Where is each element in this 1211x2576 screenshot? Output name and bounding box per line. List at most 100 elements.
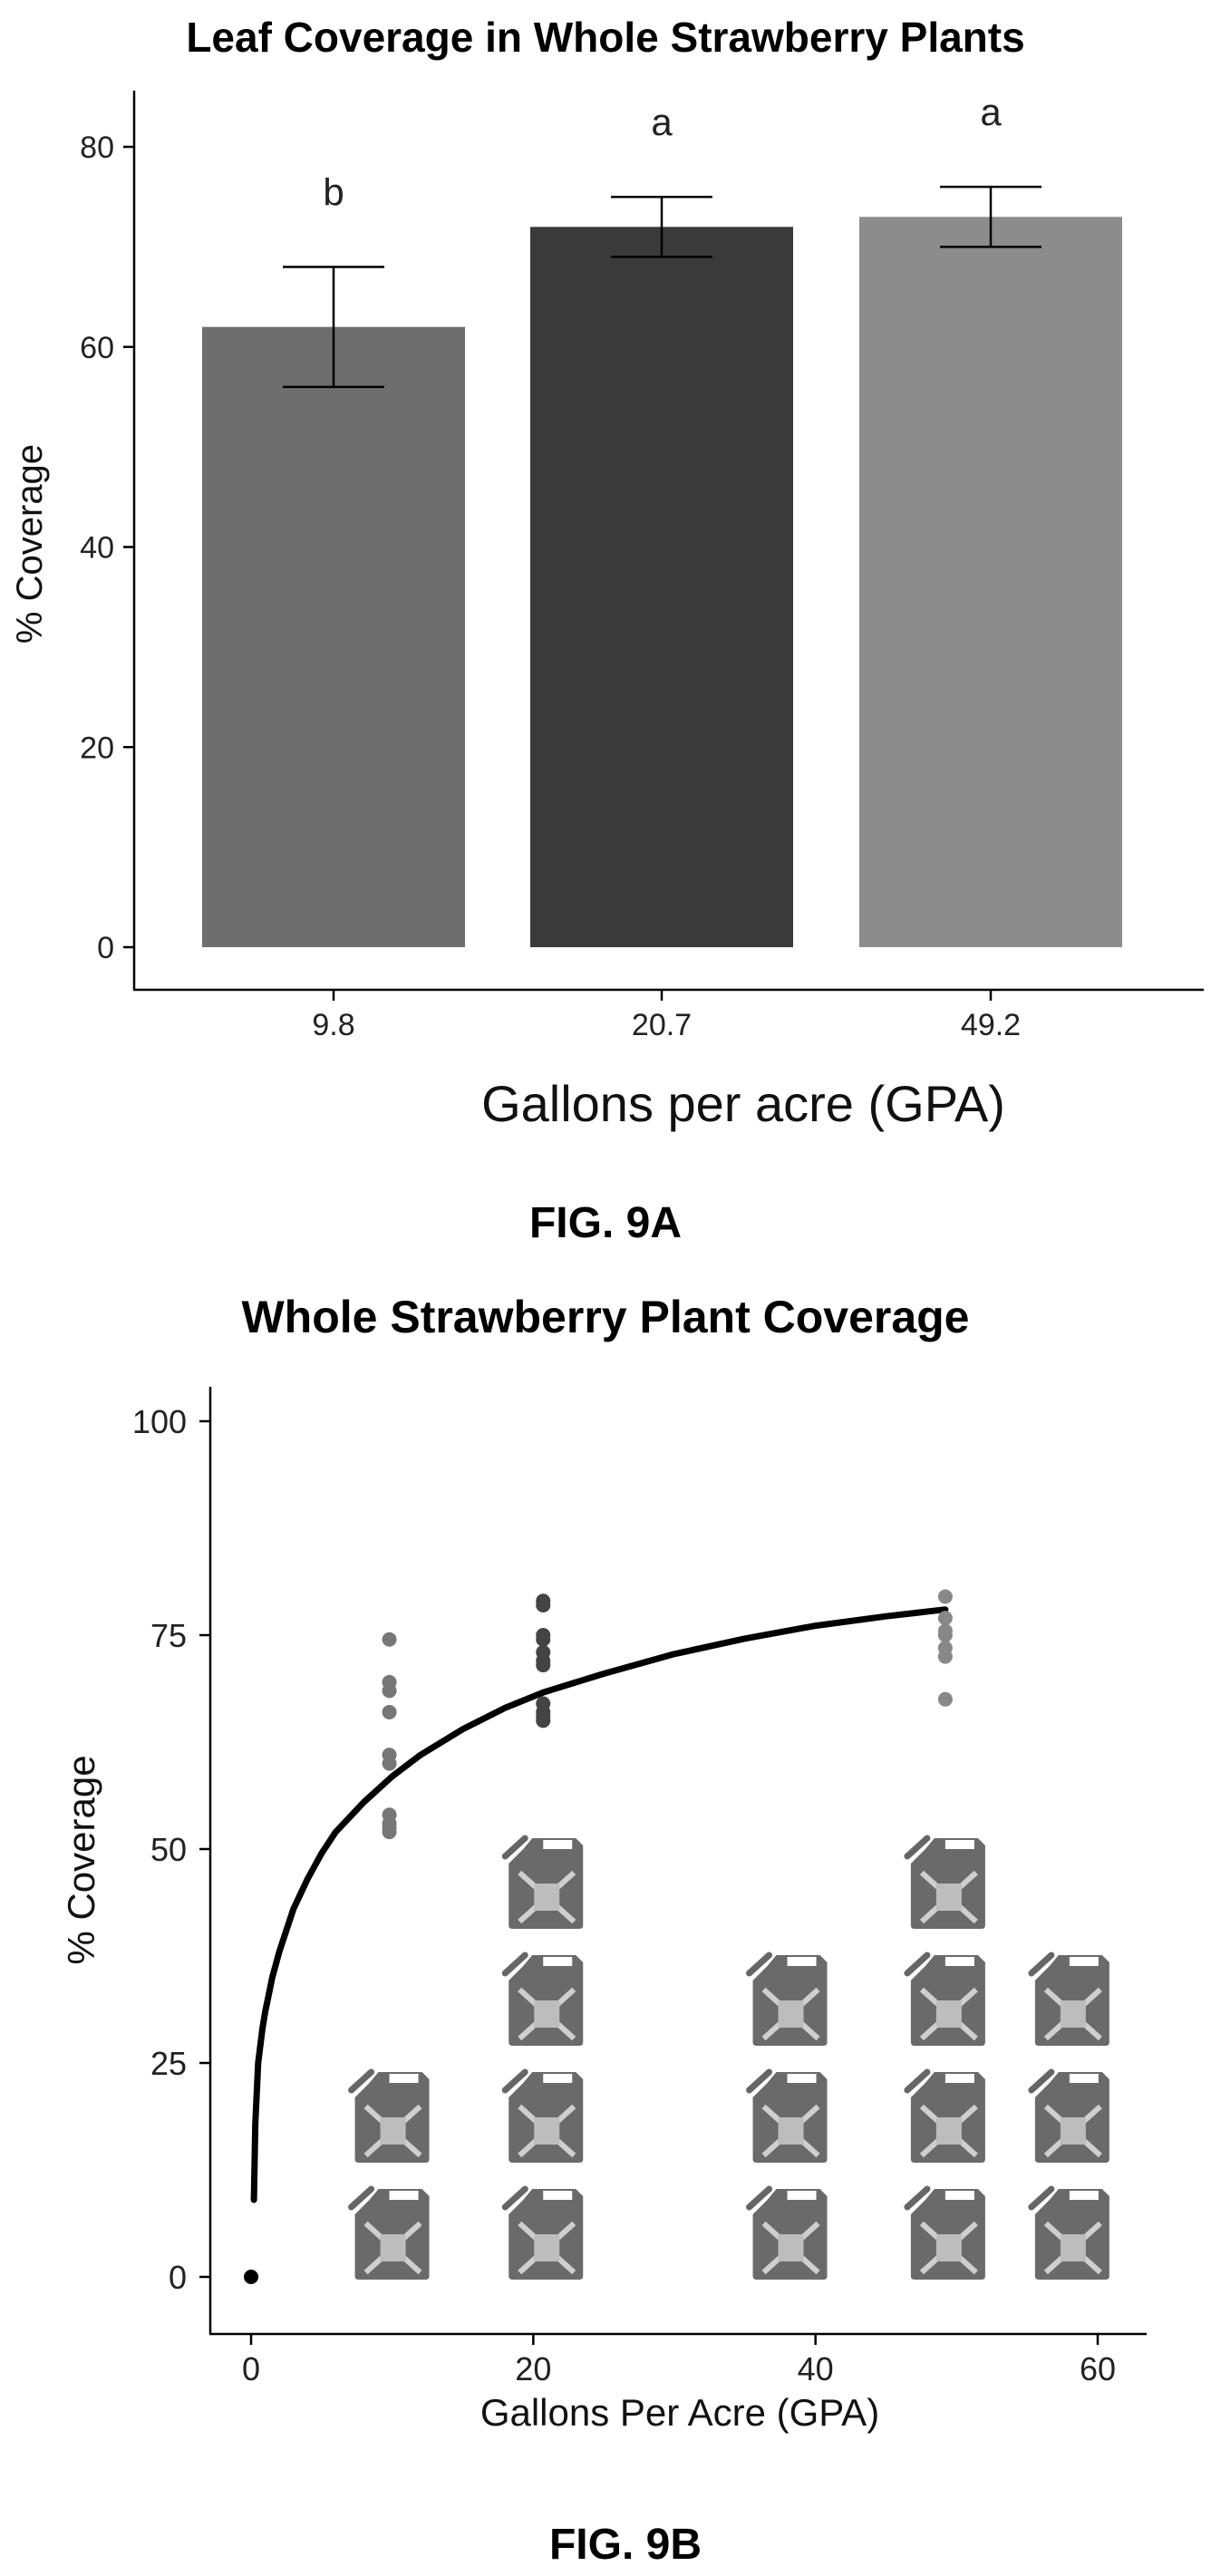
gas-can-handle bbox=[389, 2074, 419, 2083]
figure-9a: Leaf Coverage in Whole Strawberry Plants… bbox=[0, 0, 1211, 1251]
gas-can-panel bbox=[778, 2234, 804, 2261]
gas-can-icon bbox=[501, 1835, 584, 1929]
gas-can-handle bbox=[543, 1957, 573, 1966]
data-point bbox=[536, 1713, 551, 1729]
gas-can-icon bbox=[1028, 1951, 1109, 2046]
gas-can-icon bbox=[348, 2185, 430, 2280]
x-tick-label: 40 bbox=[798, 2350, 834, 2387]
data-point bbox=[536, 1632, 551, 1647]
gas-can-icon bbox=[501, 2068, 584, 2163]
gas-can-spout bbox=[501, 1835, 528, 1860]
gas-can-handle bbox=[1069, 2191, 1099, 2200]
gas-can-handle bbox=[1069, 1957, 1099, 1966]
significance-letters: b a a bbox=[323, 91, 1002, 213]
y-tick-label: 80 bbox=[80, 131, 114, 165]
data-point bbox=[382, 1704, 397, 1719]
gas-can-handle bbox=[543, 2074, 573, 2083]
gas-can-spout bbox=[348, 2068, 375, 2094]
gas-can-panel bbox=[380, 2117, 406, 2145]
y-tick-label: 60 bbox=[80, 331, 114, 365]
gas-can-panel bbox=[534, 1884, 560, 1911]
y-axis-label: % Coverage bbox=[60, 1755, 102, 1964]
data-point bbox=[382, 1756, 397, 1771]
y-ticks: 0 25 50 75 100 bbox=[132, 1403, 210, 2296]
chart-title: Leaf Coverage in Whole Strawberry Plants bbox=[186, 14, 1024, 61]
x-axis-label: Gallons Per Acre (GPA) bbox=[480, 2391, 879, 2434]
chart-title: Whole Strawberry Plant Coverage bbox=[241, 1292, 969, 1342]
data-point bbox=[937, 1628, 953, 1642]
gas-can-spout bbox=[1028, 2068, 1055, 2094]
gas-can-panel bbox=[534, 2000, 560, 2028]
gas-can-icon bbox=[1028, 2185, 1109, 2280]
gas-can-handle bbox=[945, 2191, 974, 2200]
scatter-chart-svg: Whole Strawberry Plant Coverage 0 25 50 75 1… bbox=[60, 1292, 1147, 2569]
x-tick-label: 0 bbox=[242, 2350, 260, 2387]
significance-letter: b bbox=[323, 170, 344, 213]
plot-area: 0 25 50 75 100 0 20 40 60 bbox=[132, 1387, 1147, 2387]
gas-can-panel bbox=[534, 2234, 560, 2261]
y-tick-label: 75 bbox=[150, 1617, 187, 1654]
gas-can-spout bbox=[1028, 2185, 1055, 2211]
gas-can-icon bbox=[904, 1951, 985, 2046]
gas-can-handle bbox=[787, 1957, 817, 1966]
gas-can-panel bbox=[534, 2117, 560, 2145]
gas-can-spout bbox=[904, 2068, 931, 2094]
gas-can-panel bbox=[935, 2234, 962, 2261]
gas-can-spout bbox=[501, 2068, 528, 2094]
data-point bbox=[536, 1597, 551, 1612]
gas-can-panel bbox=[1060, 2000, 1086, 2028]
gas-can-panel bbox=[778, 2117, 804, 2145]
gas-can-handle bbox=[945, 2074, 974, 2083]
gas-can-icon bbox=[501, 1951, 584, 2046]
gas-can-spout bbox=[904, 1835, 931, 1860]
gas-can-spout bbox=[904, 2185, 931, 2211]
gas-can-icon bbox=[501, 2185, 584, 2280]
significance-letter: a bbox=[651, 101, 673, 143]
fit-curve bbox=[250, 1606, 949, 2203]
data-points bbox=[244, 1589, 953, 2284]
x-tick-label: 49.2 bbox=[961, 1008, 1021, 1042]
y-tick-label: 20 bbox=[80, 731, 114, 765]
gas-can-icon bbox=[904, 2068, 985, 2163]
gas-can-icon bbox=[348, 2068, 430, 2163]
y-tick-label: 50 bbox=[150, 1831, 187, 1868]
bar bbox=[530, 227, 793, 948]
y-tick-label: 25 bbox=[150, 2045, 187, 2082]
gas-can-spout bbox=[1028, 1951, 1055, 1977]
gas-can-handle bbox=[787, 2074, 817, 2083]
gas-can-icons bbox=[348, 1835, 1109, 2280]
x-axis-label: Gallons per acre (GPA) bbox=[481, 1075, 1005, 1132]
gas-can-panel bbox=[380, 2234, 406, 2261]
figure-caption: FIG. 9A bbox=[529, 1199, 682, 1247]
gas-can-panel bbox=[778, 2000, 804, 2028]
y-tick-label: 40 bbox=[80, 531, 114, 566]
gas-can-icon bbox=[746, 1951, 828, 2046]
gas-can-handle bbox=[389, 2191, 419, 2200]
bars bbox=[202, 217, 1122, 948]
data-point bbox=[536, 1658, 551, 1673]
gas-can-spout bbox=[501, 2185, 528, 2211]
gas-can-handle bbox=[945, 1957, 974, 1966]
bar-chart-svg: Leaf Coverage in Whole Strawberry Plants… bbox=[10, 14, 1204, 1247]
gas-can-spout bbox=[746, 1951, 773, 1977]
figure-caption: FIG. 9B bbox=[549, 2521, 702, 2569]
data-point bbox=[244, 2270, 258, 2284]
y-axis-label: % Coverage bbox=[10, 444, 50, 644]
gas-can-icon bbox=[746, 2185, 828, 2280]
data-point bbox=[382, 1632, 397, 1647]
y-tick-label: 0 bbox=[97, 931, 114, 965]
data-point bbox=[937, 1611, 953, 1626]
x-tick-label: 20.7 bbox=[632, 1008, 692, 1042]
data-point bbox=[937, 1649, 953, 1664]
x-tick-label: 9.8 bbox=[312, 1008, 354, 1042]
gas-can-panel bbox=[935, 2000, 962, 2028]
gas-can-panel bbox=[935, 1884, 962, 1911]
bar bbox=[859, 217, 1122, 947]
gas-can-handle bbox=[543, 1840, 573, 1849]
gas-can-icon bbox=[904, 1835, 985, 1929]
gas-can-spout bbox=[348, 2185, 375, 2211]
y-tick-label: 0 bbox=[169, 2259, 187, 2296]
x-tick-label: 60 bbox=[1080, 2350, 1116, 2387]
gas-can-spout bbox=[746, 2185, 773, 2211]
error-bars bbox=[283, 185, 1041, 389]
